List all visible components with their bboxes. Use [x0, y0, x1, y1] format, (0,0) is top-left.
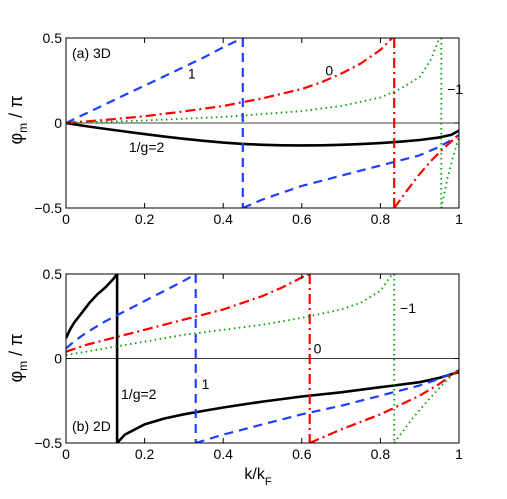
series-line-g0: [66, 274, 311, 353]
panel-label: (a) 3D: [72, 45, 111, 61]
series-annotation: −1: [447, 81, 463, 97]
series-line-g2: [66, 121, 459, 147]
series-annotation: 1/g=2: [121, 386, 157, 402]
series-line-g0: [393, 134, 459, 208]
y-tick-label: −0.5: [34, 435, 62, 451]
x-tick-label: 0: [62, 211, 70, 227]
panel-b-2d: 0 0.2 0.4 0.6 0.8 1−0.500.5(b) 2D1/g=210−1: [34, 266, 463, 462]
series-line-g1: [195, 369, 459, 443]
series-annotation: 0: [314, 340, 322, 356]
series-line-g1: [66, 274, 197, 350]
y-tick-label: 0: [54, 351, 62, 367]
x-tick-label: 0.6: [292, 446, 312, 462]
series-line-g2: [66, 274, 119, 339]
series-line-g1: [66, 38, 244, 124]
x-tick-label: 0.2: [135, 211, 155, 227]
series-line-g1: [242, 133, 459, 208]
series-group: [66, 274, 459, 443]
x-tick-label: 1: [455, 211, 463, 227]
x-tick-label: 0.8: [371, 446, 391, 462]
series-line-g0: [66, 38, 393, 125]
ylabel-top: φm / π: [6, 95, 30, 144]
series-annotation: 1: [202, 376, 210, 392]
series-annotation: −1: [400, 300, 416, 316]
y-tick-label: −0.5: [34, 200, 62, 216]
series-line-gm1: [66, 38, 441, 124]
x-tick-label: 0.6: [292, 211, 312, 227]
series-line-gm1: [440, 136, 459, 208]
x-tick-label: 0.2: [135, 446, 155, 462]
y-tick-label: 0: [54, 115, 62, 131]
panel-label: (b) 2D: [72, 418, 111, 434]
panel-a-3d: 0 0.2 0.4 0.6 0.8 1−0.500.5(a) 3D1 0−11/g=2: [34, 30, 463, 227]
x-tick-label: 0: [62, 446, 70, 462]
series-line-g0: [309, 369, 459, 443]
xlabel: k/kF: [244, 466, 271, 488]
series-annotation: 1: [188, 66, 196, 82]
series-line-g2: [116, 370, 459, 443]
x-tick-label: 0.8: [371, 211, 391, 227]
series-group: [66, 38, 459, 208]
series-annotation: 0: [325, 62, 333, 78]
y-tick-label: 0.5: [43, 266, 63, 282]
series-line-gm1: [66, 274, 393, 356]
y-tick-label: 0.5: [43, 30, 63, 46]
series-annotation: 1/g=2: [129, 139, 165, 155]
x-tick-label: 0.4: [213, 446, 233, 462]
ylabel-bottom: φm / π: [6, 333, 30, 382]
x-tick-label: 1: [455, 446, 463, 462]
x-tick-label: 0.4: [213, 211, 233, 227]
